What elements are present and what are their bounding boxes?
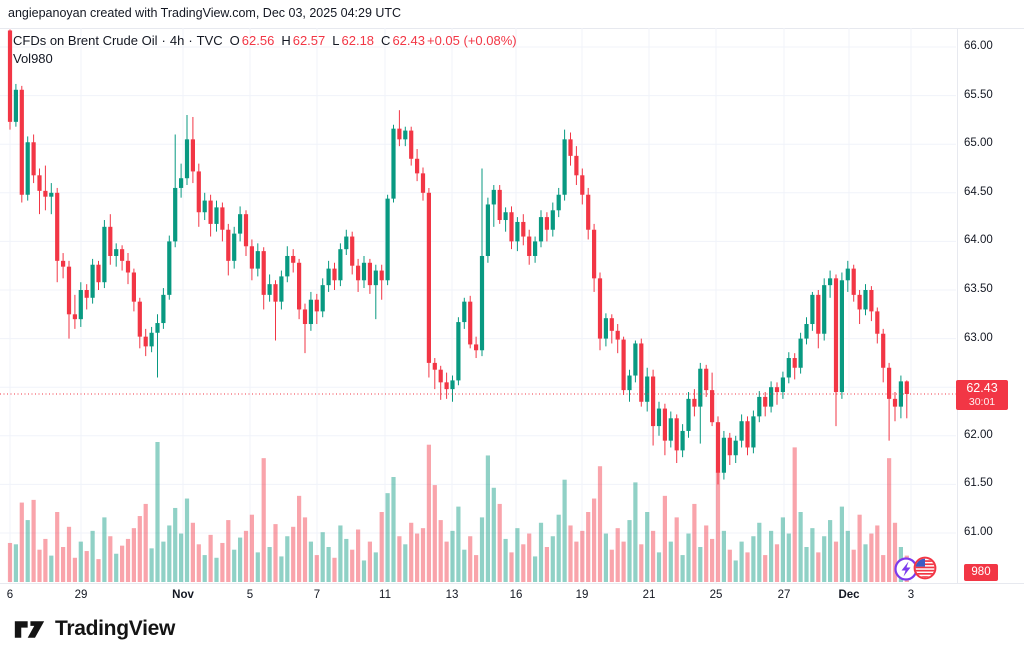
- time-scale-label: 25: [709, 589, 723, 601]
- time-scale-label: 3: [907, 589, 915, 601]
- price-scale-label: 63.00: [964, 331, 993, 344]
- time-scale-label: 5: [246, 589, 254, 601]
- price-scale-label: 65.00: [964, 137, 993, 150]
- price-scale-label: 61.00: [964, 526, 993, 538]
- time-scale-label: 7: [313, 589, 321, 601]
- market-status-icons[interactable]: [894, 556, 937, 581]
- time-scale-label: 21: [642, 589, 656, 601]
- last-volume-badge: 980: [964, 564, 998, 581]
- time-scale-label: Dec: [838, 589, 860, 601]
- price-scale[interactable]: 66.0065.5065.0064.5064.0063.5063.0062.50…: [957, 28, 1024, 583]
- last-price-badge: 62.43 30:01: [956, 379, 1008, 410]
- price-scale-label: 64.00: [964, 234, 993, 247]
- price-scale-label: 61.50: [964, 477, 993, 490]
- us-market-flag-icon[interactable]: [913, 556, 937, 580]
- attribution-text: angiepanoyan created with TradingView.co…: [8, 6, 402, 20]
- time-scale-label: 27: [777, 589, 791, 601]
- tradingview-logo-text: TradingView: [55, 617, 176, 640]
- time-scale-label: Nov: [172, 589, 194, 601]
- price-scale-label: 65.50: [964, 88, 993, 101]
- realtime-lightning-icon[interactable]: [894, 557, 918, 581]
- price-scale-label: 62.00: [964, 428, 993, 441]
- price-scale-label: 63.50: [964, 283, 993, 295]
- tradingview-logo-icon: [14, 620, 45, 638]
- tradingview-logo[interactable]: TradingView: [13, 617, 175, 641]
- time-scale-label: 6: [6, 589, 14, 601]
- time-scale-label: 19: [575, 589, 589, 601]
- time-scale-label: 29: [74, 589, 88, 601]
- time-scale[interactable]: 6 29 Nov 5 7 11 13 16 19 21 25 27 Dec 3: [0, 583, 1024, 608]
- time-scale-label: 16: [509, 589, 523, 601]
- time-scale-label: 13: [445, 589, 459, 601]
- price-scale-label: 66.00: [964, 40, 993, 52]
- last-price-value: 62.43: [966, 380, 998, 395]
- time-scale-label: 11: [379, 589, 391, 601]
- bar-countdown: 30:01: [968, 395, 996, 408]
- chart-frame: [0, 28, 1024, 584]
- price-scale-label: 64.50: [964, 185, 993, 198]
- price-chart[interactable]: [0, 28, 957, 583]
